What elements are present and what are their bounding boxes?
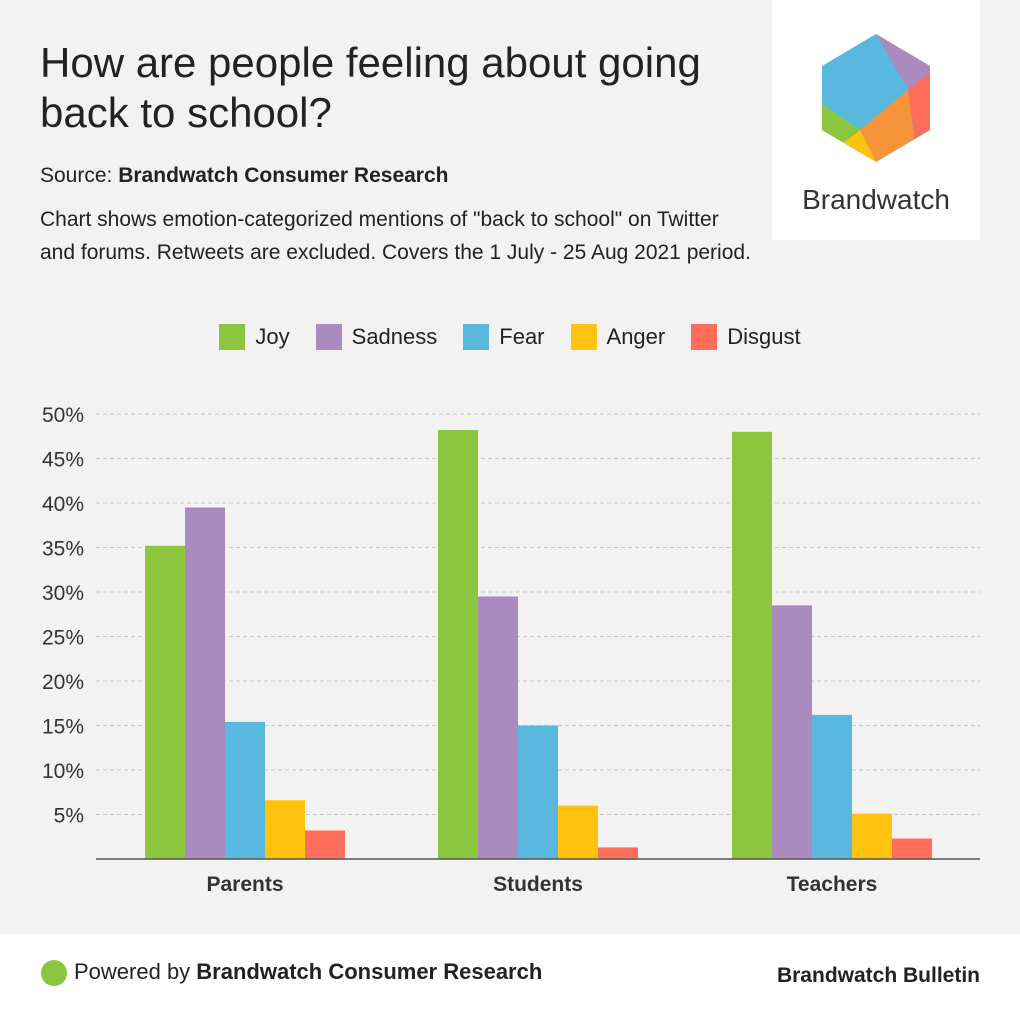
bar-disgust-students (598, 847, 638, 859)
y-tick-label: 5% (54, 805, 84, 828)
bar-disgust-parents (305, 830, 345, 859)
legend-item-joy: Joy (219, 324, 290, 350)
legend-label: Sadness (351, 324, 438, 349)
y-tick-label: 50% (42, 404, 84, 427)
bulletin-label: Brandwatch Bulletin (776, 964, 980, 987)
bar-fear-teachers (812, 714, 852, 859)
legend-item-sadness: Sadness (315, 324, 438, 350)
legend-item-anger: Anger (570, 324, 666, 350)
bar-fear-parents (225, 721, 265, 859)
legend-item-fear: Fear (463, 324, 545, 350)
bar-anger-teachers (852, 813, 892, 859)
bar-sadness-parents (185, 507, 225, 859)
y-tick-label: 40% (42, 493, 84, 516)
legend-label: Disgust (727, 324, 801, 349)
footer: Powered by Brandwatch Consumer Research … (0, 934, 1020, 1020)
legend-label: Anger (606, 324, 666, 349)
powered-by: Powered by Brandwatch Consumer Research (74, 959, 542, 985)
legend-swatch (315, 324, 342, 350)
y-tick-label: 45% (42, 449, 84, 472)
legend-swatch (463, 324, 490, 350)
chart-title: How are people feeling about going back … (40, 39, 701, 136)
chart-legend: Joy Sadness Fear Anger Disgust (0, 324, 1020, 350)
bar-anger-parents (265, 800, 305, 859)
powered-by-label: Powered by (74, 959, 197, 984)
y-tick-label: 30% (42, 582, 84, 605)
source-name: Brandwatch Consumer Research (118, 164, 449, 187)
legend-label: Joy (255, 324, 290, 349)
y-tick-label: 25% (42, 627, 84, 650)
brandwatch-hexagon-logo-icon (822, 34, 930, 162)
bar-joy-students (438, 430, 478, 859)
source-line: Source: Brandwatch Consumer Research (40, 164, 449, 188)
x-category-label: Teachers (787, 873, 878, 896)
bar-sadness-students (478, 596, 518, 859)
bar-chart: 5% 10% 15% 20% 25% 30% 35% 40% 45% 50% Parents Stud… (42, 404, 980, 896)
y-tick-label: 15% (42, 716, 84, 739)
chart-description: Chart shows emotion-categorized mentions… (40, 208, 751, 264)
legend-item-disgust: Disgust (691, 324, 801, 350)
x-category-label: Students (493, 873, 583, 896)
powered-by-name: Brandwatch Consumer Research (196, 959, 543, 984)
brandwatch-logo-text: Brandwatch (802, 184, 950, 215)
legend-label: Fear (499, 324, 545, 349)
bar-fear-students (518, 725, 558, 859)
bar-joy-parents (145, 545, 185, 859)
y-tick-label: 10% (42, 760, 84, 783)
brandwatch-logo-card: Brandwatch (772, 0, 980, 240)
x-category-label: Parents (206, 873, 283, 896)
bar-anger-students (558, 805, 598, 859)
y-tick-label: 20% (42, 671, 84, 694)
source-label: Source: (40, 164, 119, 187)
bar-disgust-teachers (892, 838, 932, 859)
bar-sadness-teachers (772, 605, 812, 859)
legend-swatch (219, 324, 246, 350)
y-tick-label: 35% (42, 538, 84, 561)
bar-joy-teachers (732, 431, 772, 859)
legend-swatch (570, 324, 597, 350)
legend-swatch (691, 324, 718, 350)
powered-by-dot-icon (41, 960, 67, 986)
